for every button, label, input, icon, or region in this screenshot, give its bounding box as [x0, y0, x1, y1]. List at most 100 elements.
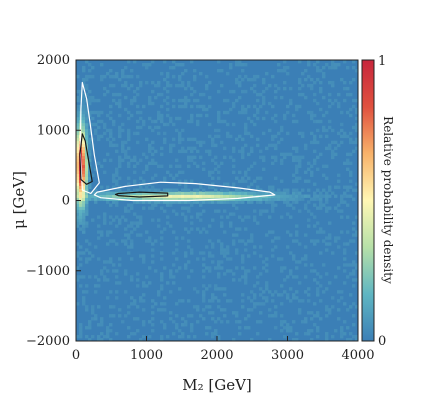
heatmap-cell — [154, 200, 158, 204]
heatmap-cell — [142, 281, 146, 285]
heatmap-cell — [223, 272, 227, 276]
heatmap-cell — [325, 287, 329, 291]
heatmap-cell — [199, 251, 203, 255]
heatmap-cell — [202, 269, 206, 273]
heatmap-cell — [133, 200, 137, 204]
heatmap-cell — [217, 263, 221, 267]
heatmap-cell — [148, 149, 152, 154]
heatmap-cell — [343, 194, 347, 198]
heatmap-cell — [175, 212, 179, 216]
heatmap-cell — [85, 257, 89, 261]
heatmap-cell — [142, 293, 146, 297]
heatmap-cell — [109, 260, 113, 264]
heatmap-cell — [238, 110, 242, 115]
heatmap-cell — [289, 86, 293, 91]
heatmap-cell — [79, 209, 83, 213]
heatmap-cell — [139, 197, 143, 201]
heatmap-cell — [331, 80, 335, 85]
heatmap-cell — [82, 206, 86, 210]
heatmap-cell — [115, 332, 119, 336]
heatmap-cell — [205, 194, 209, 198]
heatmap-cell — [244, 191, 248, 195]
heatmap-cell — [205, 107, 209, 112]
heatmap-cell — [106, 194, 110, 198]
heatmap-cell — [247, 254, 251, 258]
x-tick-label: 1000 — [130, 348, 163, 363]
heatmap-cell — [190, 146, 194, 151]
heatmap-cell — [88, 89, 92, 94]
heatmap-cell — [157, 200, 161, 204]
heatmap-cell — [154, 302, 158, 306]
heatmap-cell — [76, 137, 80, 142]
heatmap-cell — [157, 125, 161, 130]
heatmap-cell — [172, 200, 176, 204]
heatmap-cell — [148, 143, 152, 148]
heatmap-cell — [229, 212, 233, 216]
heatmap-cell — [172, 263, 176, 267]
heatmap-cell — [313, 149, 317, 154]
heatmap-cell — [106, 278, 110, 282]
heatmap-cell — [286, 194, 290, 198]
heatmap-cell — [289, 272, 293, 276]
heatmap-cell — [235, 62, 239, 67]
heatmap-cell — [295, 338, 299, 341]
heatmap-cell — [340, 329, 344, 333]
heatmap-cell — [163, 77, 167, 82]
heatmap-cell — [136, 119, 140, 124]
heatmap-cell — [97, 284, 101, 288]
heatmap-cell — [82, 101, 86, 106]
heatmap-cell — [148, 116, 152, 121]
heatmap-cell — [184, 263, 188, 267]
colorbar-min-label: 0 — [378, 334, 386, 349]
heatmap-cell — [196, 215, 200, 219]
heatmap-cell — [139, 215, 143, 219]
heatmap-cell — [109, 128, 113, 133]
heatmap-cell — [106, 230, 110, 234]
heatmap-cell — [130, 68, 134, 73]
heatmap-cell — [88, 242, 92, 246]
heatmap-cell — [97, 224, 101, 228]
heatmap-cell — [160, 308, 164, 312]
heatmap-cell — [274, 194, 278, 198]
heatmap-cell — [142, 122, 146, 127]
heatmap-cell — [337, 173, 341, 177]
heatmap-cell — [88, 320, 92, 324]
heatmap-cell — [319, 86, 323, 91]
heatmap-cell — [115, 167, 119, 172]
heatmap-cell — [169, 191, 173, 195]
heatmap-cell — [295, 197, 299, 201]
heatmap-cell — [307, 83, 311, 88]
heatmap-cell — [76, 170, 80, 174]
heatmap-cell — [136, 191, 140, 195]
heatmap-cell — [334, 275, 338, 279]
heatmap-cell — [118, 98, 122, 103]
heatmap-cell — [88, 173, 92, 177]
heatmap-cell — [163, 266, 167, 270]
heatmap-cell — [271, 314, 275, 318]
heatmap-cell — [253, 179, 257, 183]
heatmap-cell — [343, 134, 347, 139]
heatmap-cell — [325, 200, 329, 204]
heatmap-cell — [337, 143, 341, 148]
heatmap-cell — [166, 197, 170, 201]
heatmap-cell — [277, 257, 281, 261]
heatmap-cell — [235, 320, 239, 324]
heatmap-cell — [268, 230, 272, 234]
contour-outer — [93, 181, 276, 202]
heatmap-cell — [322, 164, 326, 169]
heatmap-cell — [277, 191, 281, 195]
heatmap-cell — [100, 233, 104, 237]
heatmap-cell — [220, 188, 224, 192]
heatmap-cell — [280, 161, 284, 166]
heatmap-cell — [91, 308, 95, 312]
heatmap-cell — [133, 131, 137, 136]
heatmap-cell — [178, 62, 182, 67]
heatmap-cell — [352, 335, 356, 339]
heatmap-cell — [178, 197, 182, 201]
heatmap-cell — [157, 293, 161, 297]
heatmap-cell — [169, 116, 173, 121]
heatmap-cell — [166, 188, 170, 192]
heatmap-cell — [85, 191, 89, 195]
heatmap-cell — [97, 134, 101, 139]
